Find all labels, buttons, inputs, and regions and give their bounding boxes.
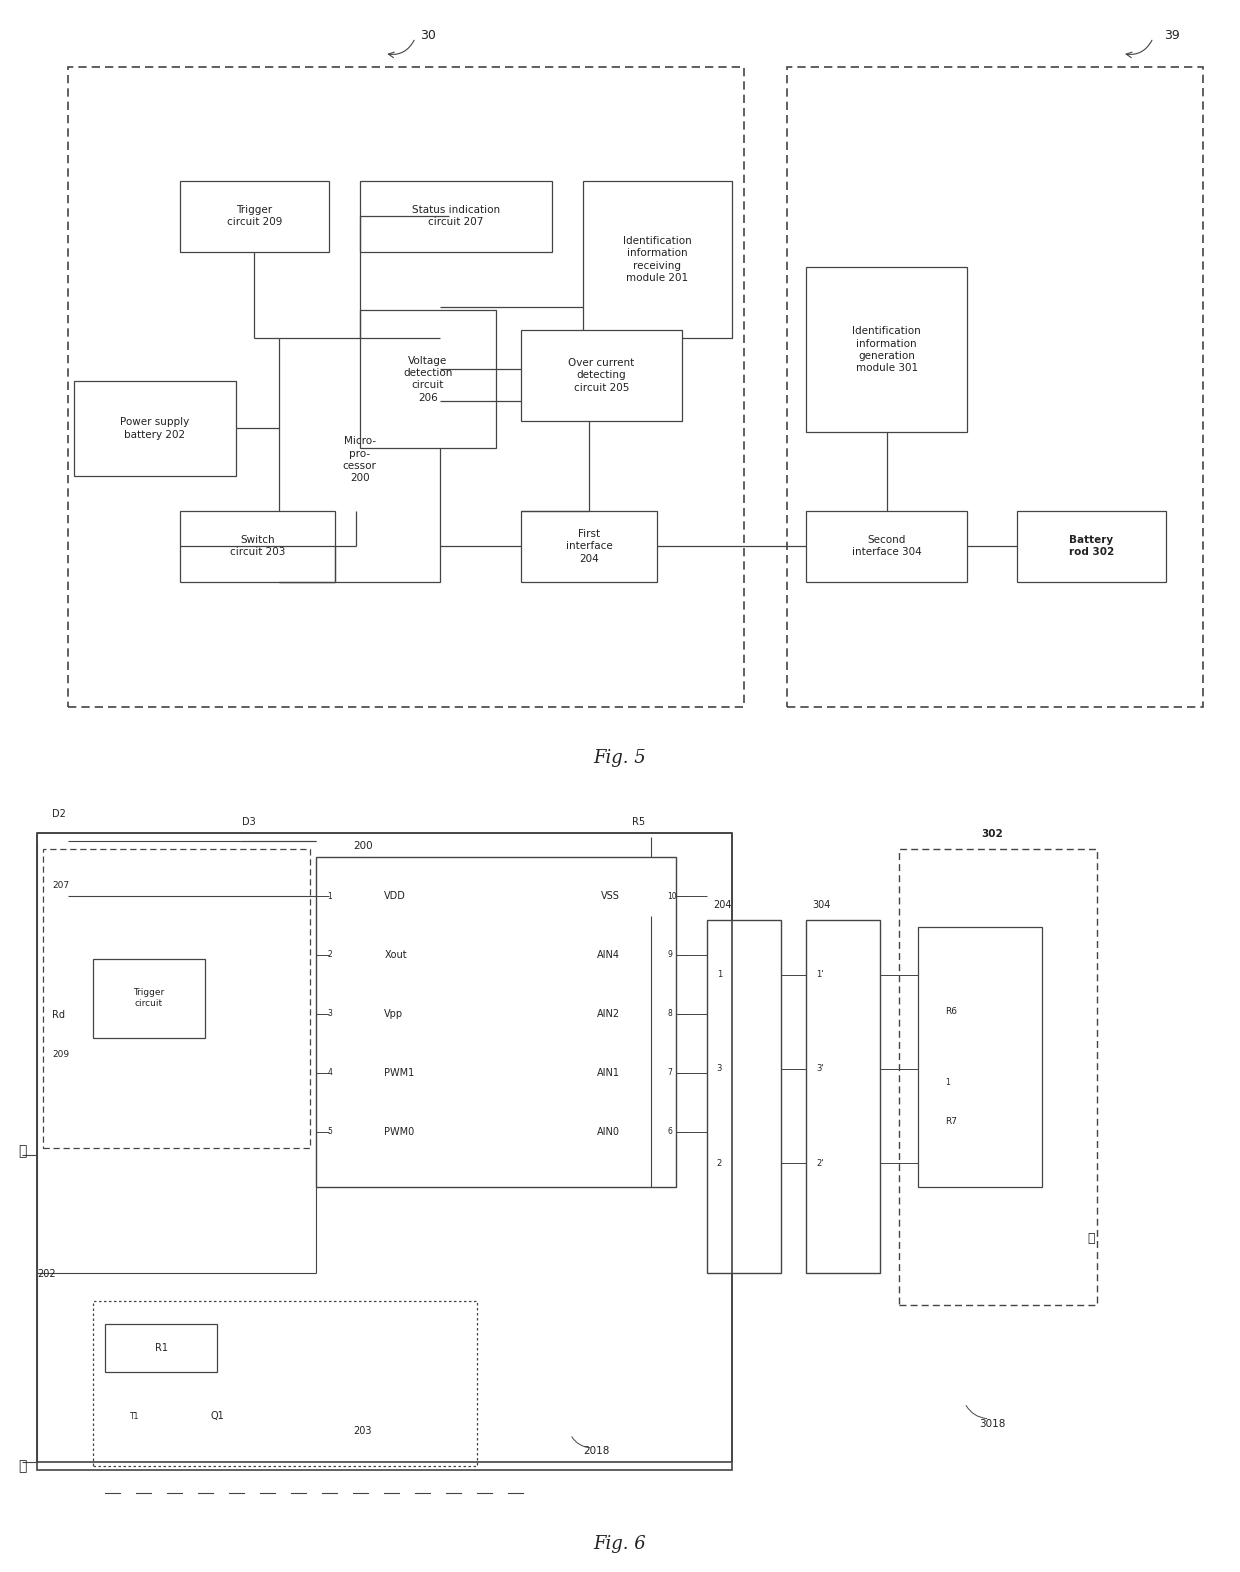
Text: Identification
information
receiving
module 201: Identification information receiving mod… <box>622 236 692 283</box>
Text: Fig. 6: Fig. 6 <box>594 1536 646 1553</box>
Text: R1: R1 <box>155 1342 167 1353</box>
Bar <box>1017 511 1166 582</box>
Text: PWM0: PWM0 <box>384 1127 414 1137</box>
Text: 8: 8 <box>667 1009 672 1019</box>
Text: Micro-
pro-
cessor
200: Micro- pro- cessor 200 <box>342 435 377 484</box>
Bar <box>43 849 310 1148</box>
Text: 304: 304 <box>812 899 831 910</box>
Text: 39: 39 <box>1164 28 1179 42</box>
Text: D2: D2 <box>52 810 66 819</box>
Text: 30: 30 <box>420 28 435 42</box>
Text: First
interface
204: First interface 204 <box>565 528 613 564</box>
Text: 1: 1 <box>327 891 332 901</box>
Bar <box>279 338 440 582</box>
Text: Vpp: Vpp <box>384 1009 403 1019</box>
Text: Rd: Rd <box>52 1009 64 1020</box>
Bar <box>899 849 1097 1305</box>
Text: 200: 200 <box>353 841 373 850</box>
Text: Trigger
circuit: Trigger circuit <box>133 989 165 1008</box>
Bar <box>105 1324 217 1371</box>
Bar <box>74 380 236 475</box>
Text: Q1: Q1 <box>211 1410 224 1421</box>
Text: 10: 10 <box>667 891 677 901</box>
Text: Identification
information
generation
module 301: Identification information generation mo… <box>852 325 921 374</box>
Text: 209: 209 <box>52 1050 69 1060</box>
Bar <box>918 927 1042 1187</box>
Text: 203: 203 <box>353 1426 372 1437</box>
Text: Battery
rod 302: Battery rod 302 <box>1069 534 1114 558</box>
Bar <box>68 66 744 707</box>
Text: 1': 1' <box>816 970 823 979</box>
Text: 4: 4 <box>327 1069 332 1077</box>
Text: ⏚: ⏚ <box>19 1144 26 1159</box>
Text: 302: 302 <box>981 828 1003 839</box>
Bar <box>707 920 781 1273</box>
Text: R6: R6 <box>945 1008 957 1016</box>
Text: Switch
circuit 203: Switch circuit 203 <box>229 534 285 558</box>
Text: 3': 3' <box>816 1064 823 1074</box>
Bar <box>360 181 552 252</box>
Text: Fig. 5: Fig. 5 <box>594 750 646 767</box>
Text: VSS: VSS <box>601 891 620 901</box>
Text: Trigger
circuit 209: Trigger circuit 209 <box>227 204 281 228</box>
Text: 2': 2' <box>816 1159 823 1168</box>
Text: 1: 1 <box>945 1078 950 1086</box>
Text: Status indication
circuit 207: Status indication circuit 207 <box>412 204 500 228</box>
Text: 2018: 2018 <box>583 1446 609 1456</box>
Text: VDD: VDD <box>384 891 407 901</box>
Bar <box>583 181 732 338</box>
Text: R5: R5 <box>632 817 646 827</box>
Text: 7: 7 <box>667 1069 672 1077</box>
Text: 1: 1 <box>717 970 722 979</box>
Text: AIN0: AIN0 <box>596 1127 620 1137</box>
Bar <box>180 511 335 582</box>
Bar <box>521 511 657 582</box>
Text: AIN2: AIN2 <box>596 1009 620 1019</box>
Bar <box>37 833 732 1470</box>
Bar <box>93 1302 477 1465</box>
Text: 6: 6 <box>667 1127 672 1137</box>
Text: R7: R7 <box>945 1118 957 1126</box>
Text: 5: 5 <box>327 1127 332 1137</box>
Text: 202: 202 <box>37 1269 56 1280</box>
Text: AIN4: AIN4 <box>596 949 620 960</box>
Text: 204: 204 <box>713 899 732 910</box>
Text: Xout: Xout <box>384 949 407 960</box>
Bar <box>180 181 329 252</box>
Bar <box>360 311 496 448</box>
Text: 3018: 3018 <box>980 1418 1006 1429</box>
Bar <box>93 959 205 1038</box>
Text: Voltage
detection
circuit
206: Voltage detection circuit 206 <box>403 355 453 402</box>
Text: 3: 3 <box>717 1064 722 1074</box>
Text: Second
interface 304: Second interface 304 <box>852 534 921 558</box>
Text: AIN1: AIN1 <box>596 1067 620 1078</box>
Text: D3: D3 <box>242 817 255 827</box>
Bar <box>316 857 676 1187</box>
Text: PWM1: PWM1 <box>384 1067 414 1078</box>
Text: ⏚: ⏚ <box>1087 1232 1095 1245</box>
Text: 207: 207 <box>52 882 69 890</box>
Text: 2: 2 <box>717 1159 722 1168</box>
Text: 2: 2 <box>327 951 332 959</box>
Text: Over current
detecting
circuit 205: Over current detecting circuit 205 <box>568 358 635 393</box>
Bar <box>806 511 967 582</box>
Text: Power supply
battery 202: Power supply battery 202 <box>120 417 190 440</box>
Bar <box>806 267 967 432</box>
Text: T1: T1 <box>130 1412 140 1421</box>
Bar <box>521 330 682 420</box>
Text: 3: 3 <box>327 1009 332 1019</box>
Text: 9: 9 <box>667 951 672 959</box>
Bar <box>787 66 1203 707</box>
Text: ⏚: ⏚ <box>19 1459 26 1473</box>
Bar <box>806 920 880 1273</box>
